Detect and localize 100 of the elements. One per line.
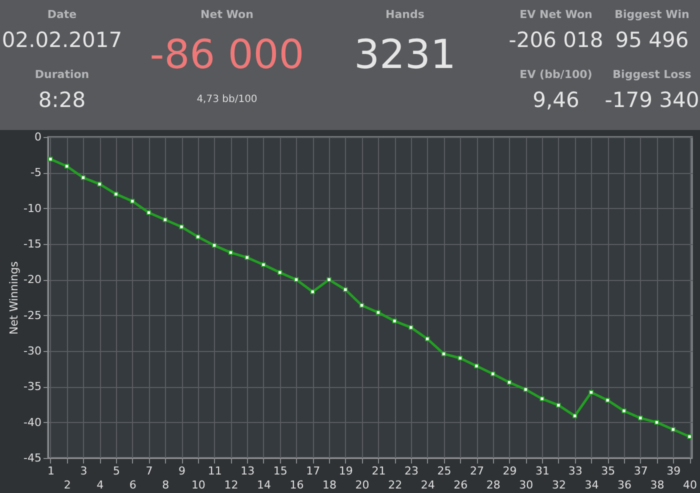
x-tick-label: 20 bbox=[355, 478, 370, 492]
x-tick-label: 22 bbox=[388, 478, 402, 492]
point bbox=[424, 336, 430, 342]
text: 02.02.2017 bbox=[2, 28, 122, 52]
text: Biggest Win bbox=[614, 8, 690, 21]
point bbox=[654, 420, 660, 425]
point bbox=[261, 262, 266, 268]
x-tick-label: 2 bbox=[64, 478, 71, 492]
x-tick-label: 9 bbox=[178, 464, 186, 478]
point bbox=[294, 277, 299, 282]
x-tick-label: 5 bbox=[113, 464, 120, 478]
x-tick-label: 11 bbox=[208, 464, 222, 478]
point bbox=[670, 427, 676, 432]
point bbox=[392, 318, 397, 324]
x-tick-label: 30 bbox=[519, 478, 534, 492]
point bbox=[80, 175, 86, 180]
x-tick-label: 36 bbox=[617, 478, 632, 492]
x-tick-label: 17 bbox=[306, 464, 320, 478]
x-tick-label: 13 bbox=[240, 464, 255, 478]
x-tick-label: 14 bbox=[256, 478, 271, 492]
point bbox=[506, 380, 512, 385]
y-tick-label: 0 bbox=[34, 130, 42, 144]
y-tick-label: -5 bbox=[30, 166, 42, 180]
point bbox=[162, 217, 168, 222]
text: 95 496 bbox=[615, 28, 689, 52]
x-tick-label: 25 bbox=[437, 464, 452, 478]
x-tick-label: 38 bbox=[650, 478, 664, 492]
x-tick-label: 33 bbox=[568, 464, 582, 478]
point bbox=[359, 302, 364, 308]
y-tick-label: -20 bbox=[24, 273, 42, 286]
x-tick-label: 12 bbox=[224, 478, 238, 492]
text: -206 018 bbox=[508, 28, 604, 52]
point bbox=[376, 310, 381, 315]
x-tick-label: 29 bbox=[502, 464, 517, 478]
point bbox=[408, 325, 414, 330]
x-tick-label: 35 bbox=[601, 464, 616, 478]
x-tick-label: 26 bbox=[454, 478, 468, 492]
point bbox=[556, 402, 561, 408]
point bbox=[441, 351, 446, 356]
x-tick-label: 31 bbox=[536, 464, 550, 478]
point bbox=[572, 414, 578, 418]
x-tick-label: 24 bbox=[420, 478, 435, 492]
point bbox=[622, 408, 626, 414]
point bbox=[114, 192, 118, 196]
text: -179 340 bbox=[604, 88, 700, 112]
point bbox=[97, 182, 102, 186]
x-tick-label: 27 bbox=[470, 464, 484, 478]
x-tick-label: 37 bbox=[634, 464, 648, 478]
x-tick-label: 7 bbox=[146, 464, 153, 478]
point bbox=[474, 364, 479, 368]
x-tick-label: 3 bbox=[80, 464, 88, 478]
point bbox=[588, 390, 594, 395]
x-tick-label: 18 bbox=[322, 478, 337, 492]
text: EV Net Won bbox=[520, 8, 592, 21]
text: Hands bbox=[386, 8, 424, 21]
point bbox=[212, 243, 217, 248]
point bbox=[605, 398, 610, 403]
x-tick-label: 10 bbox=[191, 478, 206, 492]
point bbox=[687, 434, 692, 439]
y-tick-label: -15 bbox=[24, 238, 42, 250]
x-tick-label: 21 bbox=[372, 464, 386, 478]
text: 8:28 bbox=[38, 88, 86, 112]
y-tick-label: -45 bbox=[24, 452, 42, 464]
x-tick-label: 6 bbox=[129, 478, 136, 492]
point bbox=[179, 224, 184, 230]
y-tick-label: -40 bbox=[24, 416, 42, 429]
x-tick-label: 1 bbox=[47, 464, 54, 478]
x-tick-label: 19 bbox=[338, 464, 353, 478]
text: Duration bbox=[34, 68, 90, 81]
y-axis-title: Net Winnings bbox=[8, 261, 21, 335]
point bbox=[343, 287, 348, 292]
x-tick-label: 15 bbox=[273, 464, 288, 478]
point bbox=[490, 371, 496, 376]
x-tick-label: 34 bbox=[584, 478, 599, 492]
x-tick-label: 16 bbox=[290, 478, 304, 492]
point bbox=[540, 396, 544, 402]
point bbox=[146, 210, 152, 215]
x-tick-label: 39 bbox=[666, 464, 681, 478]
point bbox=[228, 250, 234, 255]
x-tick-label: 4 bbox=[96, 478, 104, 492]
point bbox=[638, 416, 643, 420]
y-tick-label: -25 bbox=[24, 308, 42, 322]
text: EV (bb/100) bbox=[520, 68, 592, 81]
text: Date bbox=[47, 8, 77, 21]
x-tick-label: 23 bbox=[404, 464, 418, 478]
point bbox=[244, 255, 250, 260]
point bbox=[523, 387, 528, 392]
text: Biggest Loss bbox=[612, 68, 692, 81]
point bbox=[310, 289, 316, 294]
y-tick-label: -30 bbox=[24, 344, 42, 358]
text: 3231 bbox=[354, 32, 456, 78]
y-tick-label: -35 bbox=[24, 380, 42, 394]
text: 9,46 bbox=[532, 88, 580, 112]
point bbox=[48, 156, 53, 162]
text: 4,73 bb/100 bbox=[196, 94, 258, 105]
point bbox=[130, 198, 135, 204]
x-tick-label: 28 bbox=[486, 478, 500, 492]
x-tick-label: 8 bbox=[162, 478, 170, 492]
point bbox=[278, 270, 282, 275]
y-tick-label: -10 bbox=[24, 202, 42, 215]
